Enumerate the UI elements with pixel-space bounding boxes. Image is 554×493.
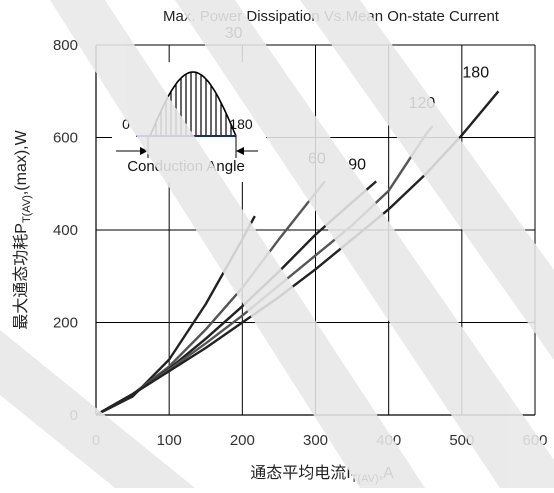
inset-left-label: 0: [122, 116, 130, 132]
y-tick-label: 800: [53, 37, 78, 54]
y-axis-label-prefix: 最大通态功耗P: [12, 223, 30, 330]
inset-right-arrowhead: [236, 147, 244, 155]
y-axis-label-suffix: ,(max),W: [13, 129, 30, 195]
x-tick-label: 300: [303, 432, 328, 449]
inset-left-arrowhead: [140, 147, 148, 155]
y-axis-label: 最大通态功耗PT(AV),(max),W: [12, 129, 33, 329]
inset-right-label: 180: [229, 116, 253, 132]
series-label-90: 90: [348, 156, 366, 173]
y-tick-label: 600: [53, 130, 78, 147]
y-tick-label: 400: [53, 222, 78, 239]
watermark-stripe: [0, 330, 195, 488]
watermark-stripe: [50, 0, 425, 488]
x-axis-label-prefix: 通态平均电流I: [250, 464, 350, 482]
x-tick-label: 100: [157, 432, 182, 449]
watermark-stripe: [175, 0, 554, 488]
series-label-180: 180: [462, 64, 489, 81]
watermark-stripe: [300, 0, 554, 360]
y-axis-label-subscript: T(AV): [21, 195, 33, 223]
x-tick-label: 200: [230, 432, 255, 449]
y-tick-label: 200: [53, 315, 78, 332]
